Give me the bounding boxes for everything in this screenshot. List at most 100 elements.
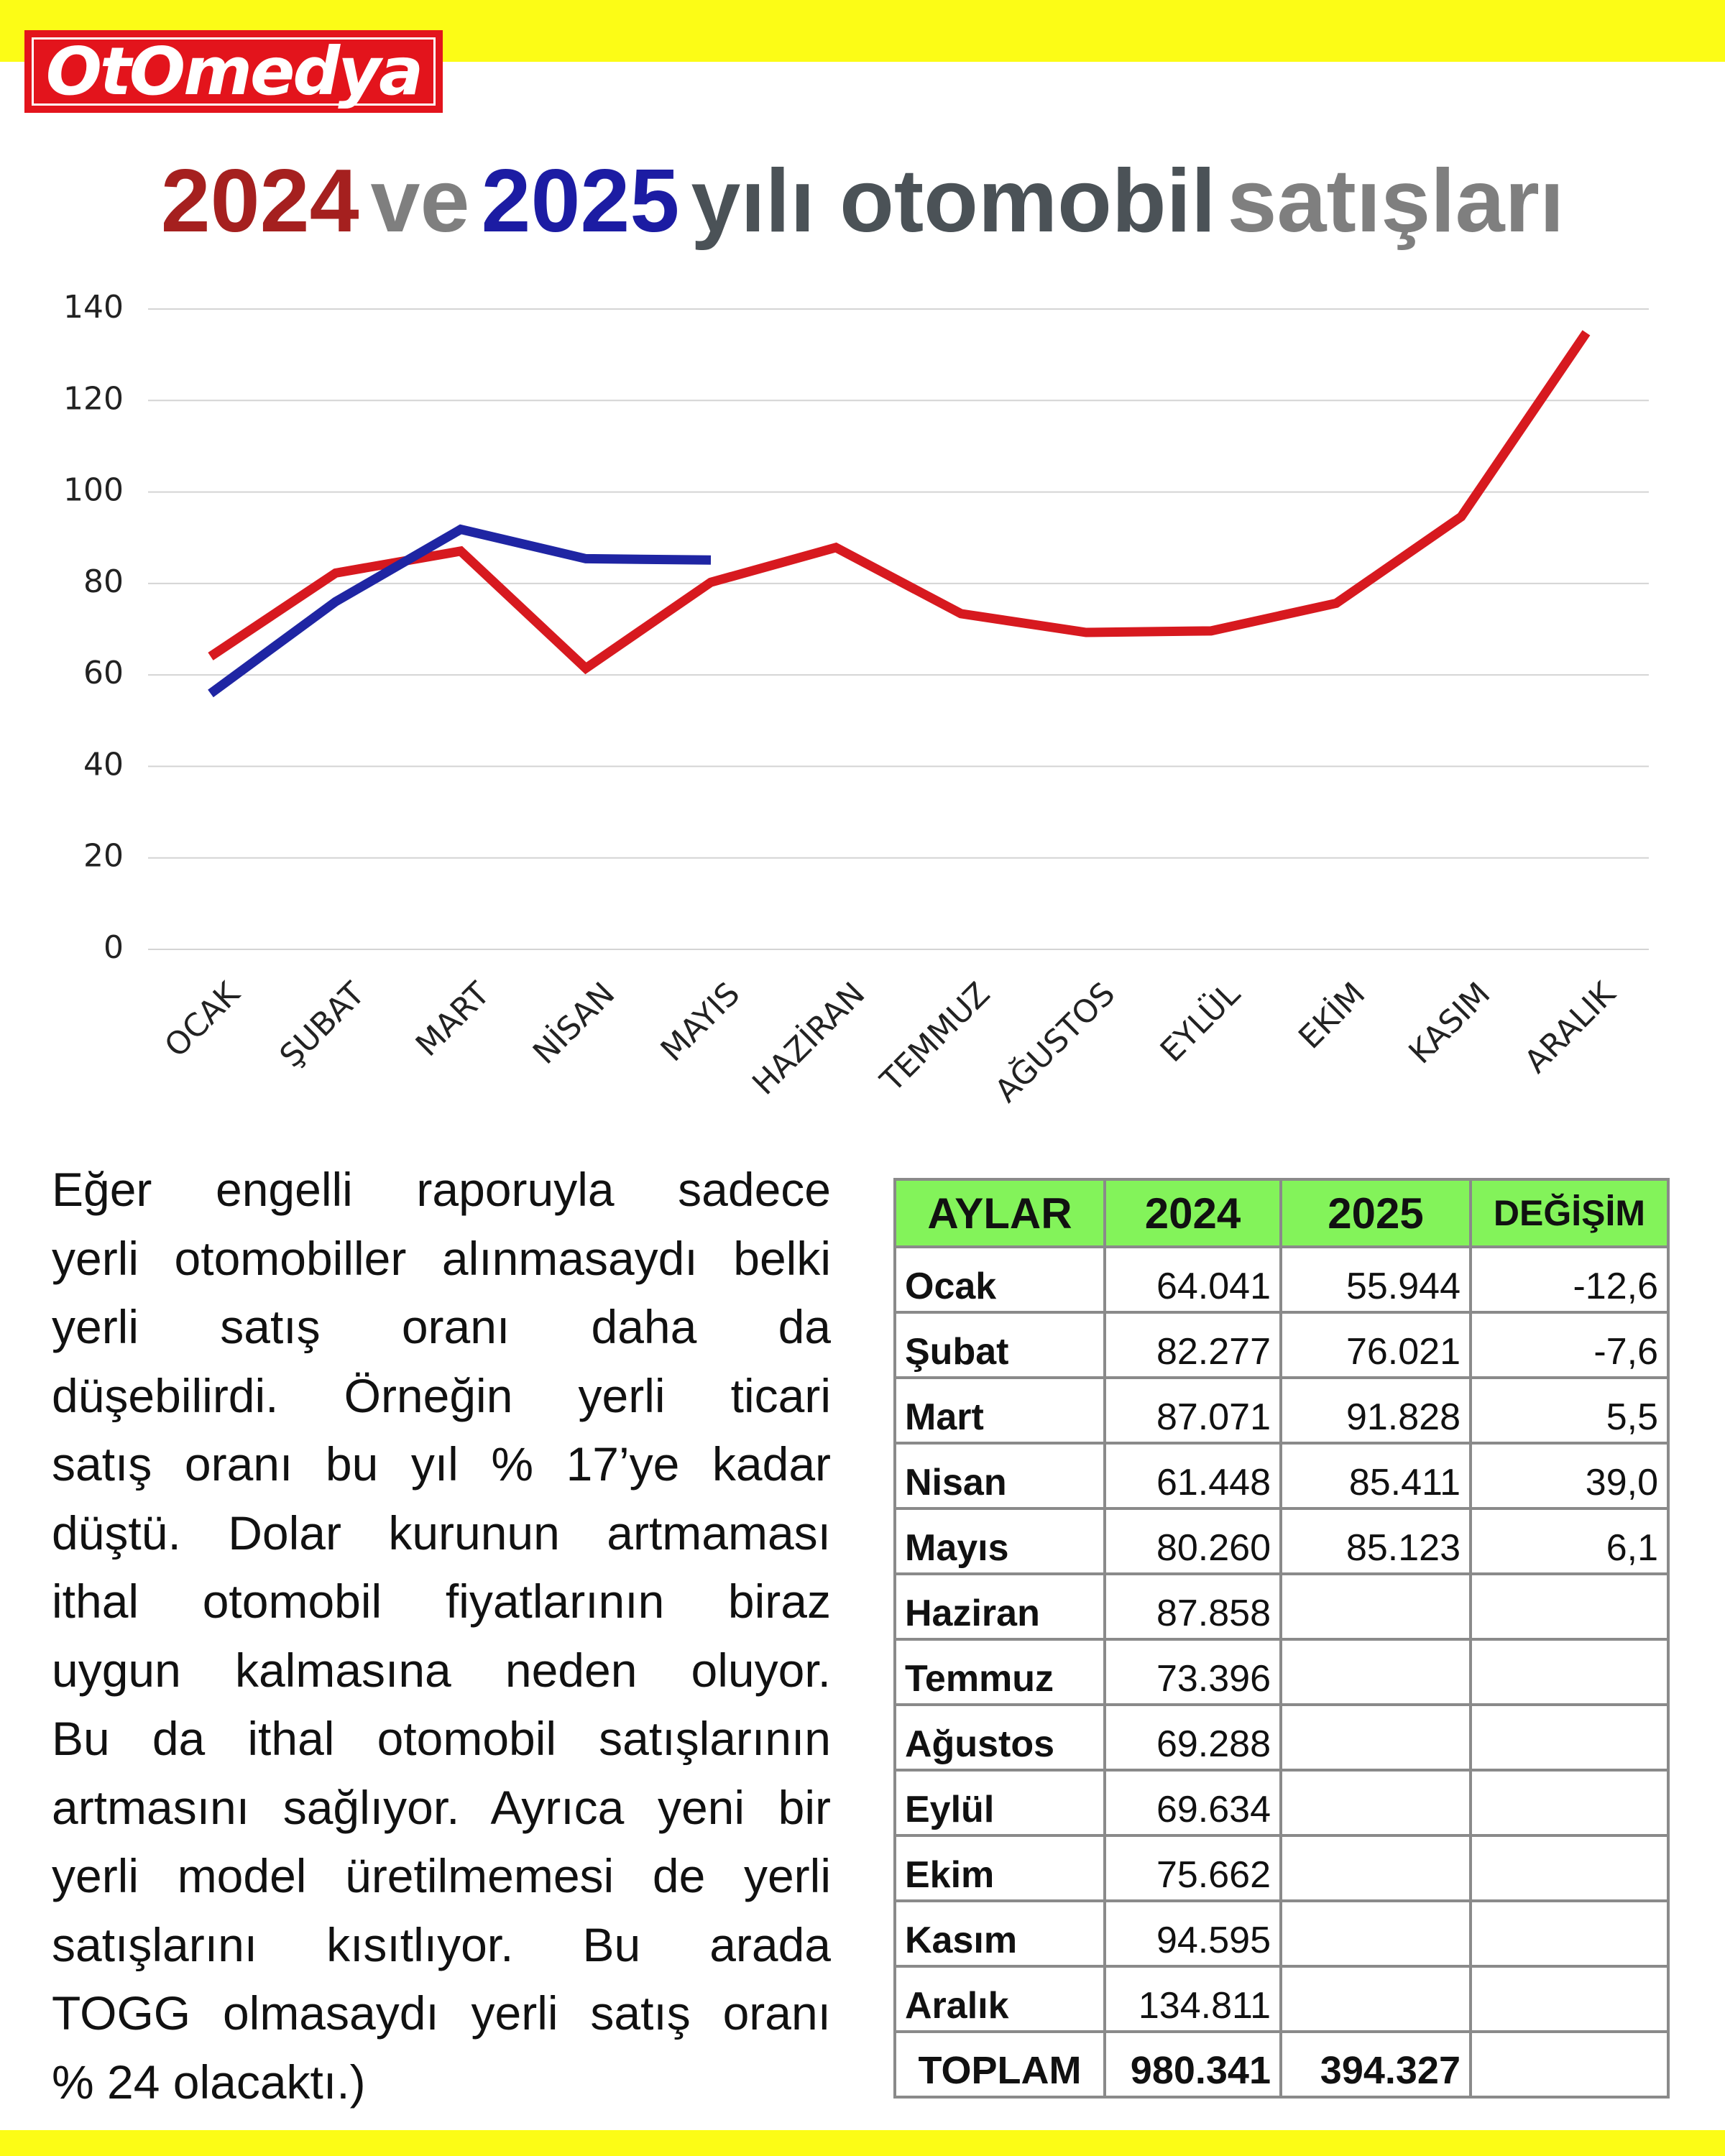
table-cell: 394.327 [1279,2030,1472,2099]
table-cell: 94.595 [1103,1899,1282,1968]
table-cell: 134.811 [1103,1965,1282,2033]
x-tick-label: TEMMUZ [873,975,998,1100]
logo: OtOmedya [24,30,443,113]
title-part: satışları [1227,152,1565,251]
header-cell: DEĞİŞİM [1469,1178,1670,1248]
x-tick-label: NİSAN [525,975,622,1072]
y-tick-label: 20 [83,838,124,875]
table-cell [1469,1899,1670,1968]
table-row: Aralık 134.811 [893,1965,1670,2033]
paragraph-line: Bu da ithal otomobil satışlarının [52,1712,831,1765]
table-cell: 64.041 [1103,1245,1282,1314]
table-row: Temmuz 73.396 [893,1638,1670,1706]
title-part: ve [370,152,470,251]
x-tick-label: ŞUBAT [273,975,372,1074]
table-cell: 75.662 [1103,1834,1282,1902]
table-cell: 61.448 [1103,1442,1282,1510]
title: 2024 ve 2025 yılı otomobil satışları [0,147,1725,255]
table-cell: Ekim [893,1834,1106,1902]
paragraph-line: düştü. Dolar kurunun artmaması [52,1506,831,1560]
paragraph-line: satış oranı bu yıl % 17’ye kadar [52,1437,831,1491]
paragraph-line: satışlarını kısıtlıyor. Bu arada [52,1917,831,1971]
table-row: Mart 87.071 91.828 5,5 [893,1376,1670,1445]
table-cell [1469,1965,1670,2033]
table-cell: 69.288 [1103,1703,1282,1772]
paragraph-line: artmasını sağlıyor. Ayrıca yeni bir [52,1780,831,1834]
table-row: Ağustos 69.288 [893,1703,1670,1772]
table-cell [1279,1899,1472,1968]
table-cell [1279,1638,1472,1706]
chart: 0 20 40 60 80 100 120 140 OCAK ŞUBAT MART NİSAN MAYI… [63,289,1649,1110]
table-cell [1279,1572,1472,1641]
x-tick-label: EKİM [1292,975,1373,1056]
table-cell: Mayıs [893,1507,1106,1575]
table-cell: 69.634 [1103,1769,1282,1837]
paragraph-line: düşebilirdi. Örneğin yerli ticari [52,1368,831,1422]
table-cell [1469,1703,1670,1772]
table-cell: 80.260 [1103,1507,1282,1575]
x-tick-label: KASIM [1402,975,1497,1071]
table-cell [1279,1834,1472,1902]
table-cell [1279,1965,1472,2033]
header-row: AYLAR 2024 2025 DEĞİŞİM [893,1178,1670,1248]
y-tick-label: 60 [83,655,124,691]
table-cell: 91.828 [1279,1376,1472,1445]
table-cell: Haziran [893,1572,1106,1641]
x-tick-label: MAYIS [654,975,748,1069]
table-cell: 39,0 [1469,1442,1670,1510]
paragraph: Eğer engelli raporuyla sadece yerli otomo… [52,1156,831,2116]
table-cell: Şubat [893,1311,1106,1379]
table-row: Haziran 87.858 [893,1572,1670,1641]
x-tick-label: MART [409,975,497,1064]
table-cell: 85.411 [1279,1442,1472,1510]
table-row: Ekim 75.662 [893,1834,1670,1902]
title-part: yılı otomobil [691,152,1216,251]
header-cell: 2025 [1279,1178,1472,1248]
table-cell: -12,6 [1469,1245,1670,1314]
table-cell [1279,1769,1472,1837]
table-cell: TOPLAM [893,2030,1106,2099]
table-row: Kasım 94.595 [893,1899,1670,1968]
table-cell [1279,1703,1472,1772]
x-tick-label: ARALIK [1517,975,1623,1081]
title-part: 2025 [481,152,680,251]
table-cell: Kasım [893,1899,1106,1968]
sales-table: AYLAR 2024 2025 DEĞİŞİM Ocak 64.041 55.944 -12,… [893,1178,1670,2099]
table-cell: Temmuz [893,1638,1106,1706]
y-tick-label: 40 [83,746,124,783]
table-cell: 6,1 [1469,1507,1670,1575]
table-cell: Ocak [893,1245,1106,1314]
table-cell [1469,1769,1670,1837]
table-row: Eylül 69.634 [893,1769,1670,1837]
table-cell: Nisan [893,1442,1106,1510]
table-cell: 85.123 [1279,1507,1472,1575]
x-tick-label: EYLÜL [1153,975,1248,1069]
table-cell [1469,2030,1670,2099]
table-cell [1469,1572,1670,1641]
table-row: Ocak 64.041 55.944 -12,6 [893,1245,1670,1314]
table-row: Mayıs 80.260 85.123 6,1 [893,1507,1670,1575]
x-tick-label: AĞUSTOS [987,975,1122,1110]
paragraph-line: yerli satış oranı daha da [52,1300,831,1353]
y-tick-label: 140 [63,289,124,326]
title-part: 2024 [160,152,359,251]
bottom-bar [0,2130,1725,2156]
table-cell: 55.944 [1279,1245,1472,1314]
series-line [208,330,1591,675]
x-tick-label: HAZİRAN [745,975,873,1102]
paragraph-line: yerli otomobiller alınmasaydı belki [52,1231,831,1285]
paragraph-line: uygun kalmasına neden oluyor. [52,1643,831,1697]
table-cell: Ağustos [893,1703,1106,1772]
y-tick-label: 100 [63,472,124,509]
table-cell: -7,6 [1469,1311,1670,1379]
table-cell: Mart [893,1376,1106,1445]
logo-text: OtOmedya [32,33,436,110]
x-tick-label: OCAK [157,975,247,1065]
y-tick-label: 0 [104,929,124,966]
paragraph-line: Eğer engelli raporuyla sadece [52,1163,831,1216]
paragraph-line: ithal otomobil fiyatlarının biraz [52,1575,831,1628]
series-line [208,524,712,698]
paragraph-line: yerli model üretilmemesi de yerli [52,1849,831,1902]
header-cell: AYLAR [893,1178,1106,1248]
